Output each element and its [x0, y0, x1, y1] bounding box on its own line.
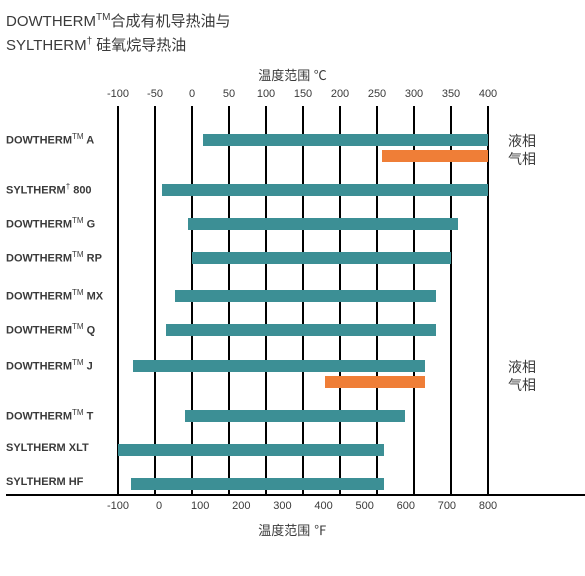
top-tick-label: -100: [107, 88, 129, 100]
top-tick-label: 250: [368, 88, 386, 100]
bottom-tick-label: 300: [273, 500, 291, 512]
vapor-bar: [382, 150, 488, 162]
bottom-tick-label: 500: [355, 500, 373, 512]
bottom-tick-label: 100: [191, 500, 209, 512]
bottom-axis-ticks: -100 0 100 200 300 400 500 600 700 800: [6, 500, 585, 518]
liquid-bar: [188, 218, 459, 230]
plot-area: DOWTHERMTM A SYLTHERM† 800 DOWTHERMTM G DOW…: [6, 106, 585, 496]
product-label: SYLTHERM HF: [6, 476, 83, 488]
bottom-axis-label: 温度范围 ℉: [0, 520, 585, 539]
top-tick-label: 50: [223, 88, 235, 100]
bottom-tick-label: -100: [107, 500, 129, 512]
top-tick-label: 200: [331, 88, 349, 100]
title-line-2: SYLTHERM† 硅氧烷导热油: [6, 34, 585, 58]
top-axis-ticks: -100 -50 0 50 100 150 200 250 300 350 400: [6, 88, 585, 106]
gridline: [450, 106, 452, 494]
liquid-bar: [133, 360, 425, 372]
product-label: DOWTHERMTM Q: [6, 322, 95, 337]
vapor-bar: [325, 376, 425, 388]
title-line-1: DOWTHERMTM合成有机导热油与: [6, 10, 585, 34]
liquid-bar: [185, 410, 406, 422]
top-tick-label: 350: [442, 88, 460, 100]
top-tick-label: 400: [479, 88, 497, 100]
gridline: [117, 106, 119, 494]
chart-title: DOWTHERMTM合成有机导热油与 SYLTHERM† 硅氧烷导热油: [0, 0, 585, 57]
top-tick-label: 0: [189, 88, 195, 100]
liquid-bar: [192, 252, 451, 264]
gridline: [154, 106, 156, 494]
product-label: SYLTHERM† 800: [6, 182, 92, 197]
product-label: SYLTHERM XLT: [6, 442, 89, 454]
product-label: DOWTHERMTM T: [6, 408, 93, 423]
liquid-bar: [166, 324, 436, 336]
bottom-tick-label: 400: [314, 500, 332, 512]
bottom-tick-label: 200: [232, 500, 250, 512]
legend: 液相气相: [508, 358, 536, 394]
chart-container: -100 -50 0 50 100 150 200 250 300 350 400 DOWTHERM…: [6, 88, 585, 518]
liquid-bar: [162, 184, 488, 196]
top-tick-label: 150: [294, 88, 312, 100]
product-label: DOWTHERMTM J: [6, 358, 93, 373]
product-label: DOWTHERMTM G: [6, 216, 95, 231]
top-tick-label: 300: [405, 88, 423, 100]
bottom-tick-label: 700: [438, 500, 456, 512]
gridline: [487, 106, 489, 494]
product-label: DOWTHERMTM A: [6, 132, 94, 147]
top-tick-label: -50: [147, 88, 163, 100]
top-tick-label: 100: [257, 88, 275, 100]
top-axis-label: 温度范围 ℃: [0, 65, 585, 84]
liquid-bar: [203, 134, 488, 146]
bottom-tick-label: 600: [397, 500, 415, 512]
bottom-tick-label: 0: [156, 500, 162, 512]
legend: 液相气相: [508, 132, 536, 168]
liquid-bar: [175, 290, 436, 302]
liquid-bar: [131, 478, 384, 490]
product-label: DOWTHERMTM MX: [6, 288, 103, 303]
liquid-bar: [118, 444, 384, 456]
bottom-tick-label: 800: [479, 500, 497, 512]
product-label: DOWTHERMTM RP: [6, 250, 102, 265]
